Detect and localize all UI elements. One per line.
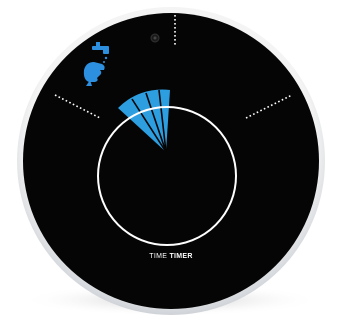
page: {"brand": {"light": "TIME", "bold": "TIM… bbox=[0, 0, 339, 317]
device-photo: TIME TIMER bbox=[0, 0, 339, 317]
brand-light: TIME bbox=[149, 253, 167, 260]
face bbox=[23, 13, 319, 309]
brand-label: TIME TIMER bbox=[149, 253, 192, 260]
sensor-lens bbox=[154, 37, 157, 40]
brand-bold: TIMER bbox=[169, 253, 192, 260]
